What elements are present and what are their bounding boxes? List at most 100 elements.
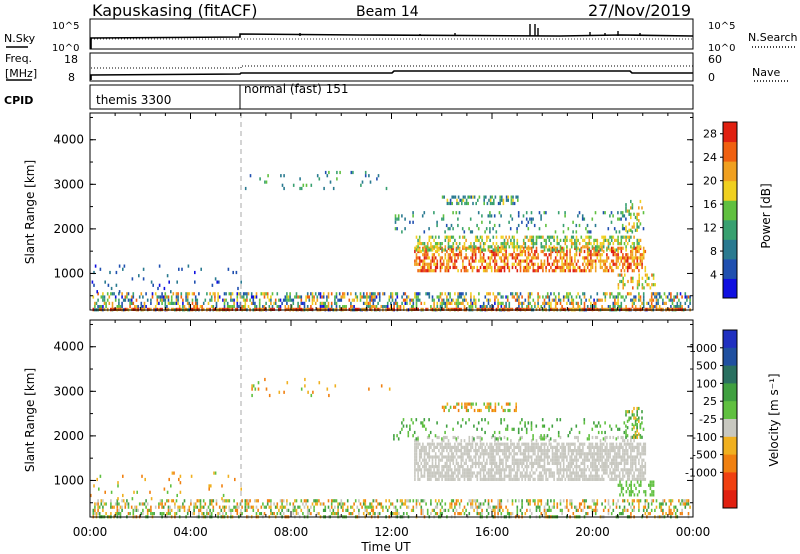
velocity-cell: [529, 455, 531, 459]
velocity-cell: [543, 455, 546, 459]
power-cell: [572, 235, 575, 239]
velocity-cell: [102, 505, 104, 509]
velocity-cell: [550, 458, 552, 462]
velocity-cell: [394, 508, 397, 512]
velocity-cell: [516, 512, 519, 516]
velocity-cell: [393, 505, 395, 509]
power-cell: [163, 286, 166, 291]
power-cell: [289, 292, 291, 296]
velocity-cell: [495, 471, 498, 475]
velocity-cell: [470, 471, 472, 475]
power-cell: [585, 242, 587, 246]
velocity-cell: [583, 468, 586, 472]
power-cell: [578, 211, 581, 215]
power-cell: [94, 305, 96, 309]
velocity-cell: [575, 477, 578, 481]
velocity-cell: [292, 505, 295, 509]
velocity-cell: [455, 468, 458, 472]
velocity-cell: [433, 449, 435, 453]
power-cell: [447, 238, 450, 242]
power-cell: [156, 301, 159, 305]
power-cell: [650, 298, 653, 302]
power-cell: [689, 295, 691, 299]
velocity-cell: [492, 458, 495, 462]
velocity-cell: [540, 449, 543, 453]
velocity-cell: [470, 465, 472, 469]
power-cell: [230, 298, 232, 302]
velocity-cell: [630, 445, 632, 449]
velocity-cell: [543, 452, 546, 456]
power-cell: [628, 262, 631, 266]
power-cell: [482, 245, 485, 249]
velocity-cell: [649, 512, 651, 516]
velocity-cell: [550, 471, 552, 475]
power-cell: [521, 253, 523, 257]
power-cell: [564, 242, 567, 246]
velocity-cell: [433, 455, 435, 459]
power-cell: [564, 253, 567, 257]
power-cell: [570, 301, 573, 305]
freq-left-tick-high: 18: [64, 53, 78, 66]
velocity-cell: [601, 445, 603, 449]
velocity-cell: [99, 474, 102, 478]
velocity-cell: [519, 508, 522, 512]
velocity-cell: [431, 465, 434, 469]
power-cell: [607, 307, 610, 311]
velocity-cell: [554, 439, 557, 443]
velocity-cell: [234, 505, 237, 509]
velocity-cell: [302, 502, 304, 506]
power-cell: [158, 301, 160, 305]
power-cell: [246, 298, 248, 302]
velocity-cell: [537, 474, 539, 478]
power-cell: [484, 242, 487, 246]
velocity-cell: [455, 461, 458, 465]
power-cell: [624, 283, 626, 287]
power-cell: [135, 307, 138, 311]
power-cell: [489, 245, 491, 249]
power-cell: [585, 298, 587, 302]
power-cell: [569, 248, 571, 252]
velocity-cell: [582, 449, 584, 453]
power-cell: [512, 198, 514, 202]
power-cell: [426, 307, 429, 311]
power-cell: [622, 279, 624, 284]
velocity-cell: [257, 387, 260, 391]
power-cell: [259, 177, 261, 181]
power-cell: [114, 307, 117, 311]
velocity-cell: [644, 449, 647, 453]
power-cell: [543, 298, 546, 302]
velocity-cell: [441, 505, 443, 509]
power-cell: [537, 292, 539, 296]
velocity-cell: [171, 471, 174, 475]
power-cell: [473, 249, 475, 254]
power-cell: [522, 269, 525, 273]
velocity-cell: [593, 458, 595, 462]
velocity-cell: [487, 474, 490, 478]
power-cell: [434, 242, 437, 246]
velocity-cell: [556, 505, 559, 509]
velocity-cell: [236, 508, 239, 512]
velocity-cell: [606, 442, 608, 446]
power-cell: [604, 295, 607, 299]
power-cell: [578, 242, 581, 246]
velocity-cell: [516, 442, 519, 446]
velocity-cell: [460, 445, 463, 449]
velocity-cell: [264, 377, 266, 382]
velocity-cell: [594, 458, 597, 462]
velocity-cell: [447, 458, 450, 462]
velocity-cell: [118, 502, 120, 506]
velocity-cell: [556, 502, 559, 506]
power-cell: [382, 292, 384, 296]
power-cell: [532, 253, 535, 257]
velocity-cell: [202, 499, 205, 503]
velocity-cell: [446, 449, 448, 453]
power-cell: [510, 253, 512, 257]
velocity-cell: [332, 499, 335, 503]
power-cell: [324, 307, 327, 311]
velocity-cell: [418, 449, 421, 453]
power-cell: [451, 201, 453, 206]
velocity-cell: [415, 458, 418, 462]
velocity-cell: [514, 458, 517, 462]
power-cell: [287, 298, 290, 302]
power-cell: [532, 238, 535, 242]
